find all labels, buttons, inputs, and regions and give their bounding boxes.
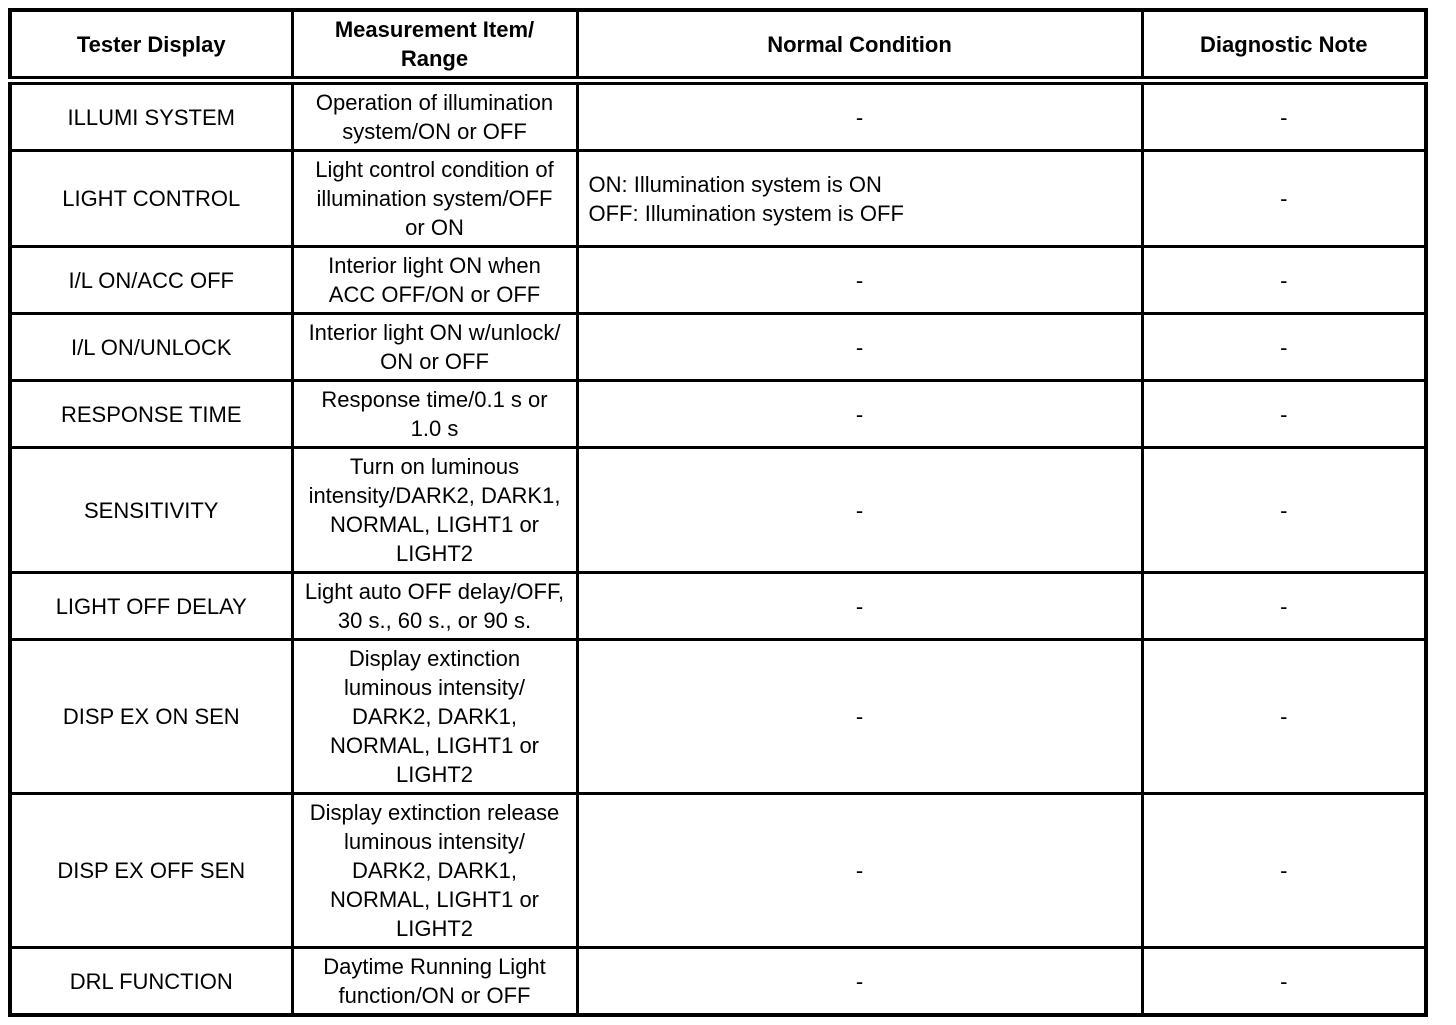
- measurement-item-range-cell: Response time/0.1 s or 1.0 s: [290, 379, 579, 449]
- table-row: DISP EX ON SEN Display extinction luminou…: [8, 638, 1428, 795]
- measurement-item-range-cell: Interior light ON when ACC OFF/ON or OFF: [290, 245, 579, 315]
- diagnostic-note-cell: -: [1140, 245, 1428, 315]
- table-row: DISP EX OFF SEN Display extinction releas…: [8, 792, 1428, 949]
- normal-condition-cell: -: [575, 792, 1144, 949]
- normal-condition-cell: ON: Illumination system is ON OFF: Illum…: [575, 149, 1144, 248]
- tester-display-cell: I/L ON/ACC OFF: [8, 245, 294, 315]
- tester-display-cell: RESPONSE TIME: [8, 379, 294, 449]
- tester-display-cell: SENSITIVITY: [8, 446, 294, 574]
- normal-condition-cell: -: [575, 946, 1144, 1017]
- diagnostic-note-cell: -: [1140, 638, 1428, 795]
- normal-condition-cell: -: [575, 79, 1144, 152]
- normal-condition-cell: -: [575, 446, 1144, 574]
- measurement-item-range-cell: Interior light ON w/unlock/ ON or OFF: [290, 312, 579, 382]
- tester-display-cell: ILLUMI SYSTEM: [8, 79, 294, 152]
- normal-condition-cell: -: [575, 312, 1144, 382]
- normal-condition-cell: -: [575, 638, 1144, 795]
- table-row: SENSITIVITY Turn on luminous intensity/DA…: [8, 446, 1428, 574]
- tester-display-cell: LIGHT CONTROL: [8, 149, 294, 248]
- table-body: ILLUMI SYSTEM Operation of illumination s…: [8, 79, 1428, 1017]
- diagnostic-note-cell: -: [1140, 792, 1428, 949]
- column-header-diagnostic-note: Diagnostic Note: [1140, 8, 1428, 85]
- tester-display-cell: I/L ON/UNLOCK: [8, 312, 294, 382]
- measurement-item-range-cell: Light control condition of illumination …: [290, 149, 579, 248]
- table-row: I/L ON/UNLOCK Interior light ON w/unlock/…: [8, 312, 1428, 382]
- diagnostic-note-cell: -: [1140, 312, 1428, 382]
- tester-display-cell: DRL FUNCTION: [8, 946, 294, 1017]
- measurement-item-range-cell: Display extinction luminous intensity/ D…: [290, 638, 579, 795]
- table-row: LIGHT CONTROL Light control condition of …: [8, 149, 1428, 248]
- measurement-item-range-cell: Daytime Running Light function/ON or OFF: [290, 946, 579, 1017]
- table-row: LIGHT OFF DELAY Light auto OFF delay/OFF,…: [8, 571, 1428, 641]
- column-header-measurement-item-range: Measurement Item/ Range: [290, 8, 579, 85]
- column-header-tester-display: Tester Display: [8, 8, 294, 85]
- table-row: ILLUMI SYSTEM Operation of illumination s…: [8, 79, 1428, 152]
- table-row: I/L ON/ACC OFF Interior light ON when ACC…: [8, 245, 1428, 315]
- diagnostic-note-cell: -: [1140, 446, 1428, 574]
- tester-display-cell: DISP EX OFF SEN: [8, 792, 294, 949]
- normal-condition-cell: -: [575, 571, 1144, 641]
- diagnostic-note-cell: -: [1140, 149, 1428, 248]
- table-header-row: Tester Display Measurement Item/ Range N…: [8, 8, 1428, 85]
- diagnostic-data-list-table: Tester Display Measurement Item/ Range N…: [8, 8, 1428, 1017]
- table-row: RESPONSE TIME Response time/0.1 s or 1.0 …: [8, 379, 1428, 449]
- normal-condition-cell: -: [575, 245, 1144, 315]
- measurement-item-range-cell: Turn on luminous intensity/DARK2, DARK1,…: [290, 446, 579, 574]
- normal-condition-cell: -: [575, 379, 1144, 449]
- diagnostic-note-cell: -: [1140, 379, 1428, 449]
- tester-display-cell: LIGHT OFF DELAY: [8, 571, 294, 641]
- diagnostic-note-cell: -: [1140, 946, 1428, 1017]
- tester-display-cell: DISP EX ON SEN: [8, 638, 294, 795]
- measurement-item-range-cell: Operation of illumination system/ON or O…: [290, 79, 579, 152]
- diagnostic-note-cell: -: [1140, 79, 1428, 152]
- column-header-normal-condition: Normal Condition: [575, 8, 1144, 85]
- diagnostic-note-cell: -: [1140, 571, 1428, 641]
- table-row: DRL FUNCTION Daytime Running Light functi…: [8, 946, 1428, 1017]
- measurement-item-range-cell: Display extinction release luminous inte…: [290, 792, 579, 949]
- measurement-item-range-cell: Light auto OFF delay/OFF, 30 s., 60 s., …: [290, 571, 579, 641]
